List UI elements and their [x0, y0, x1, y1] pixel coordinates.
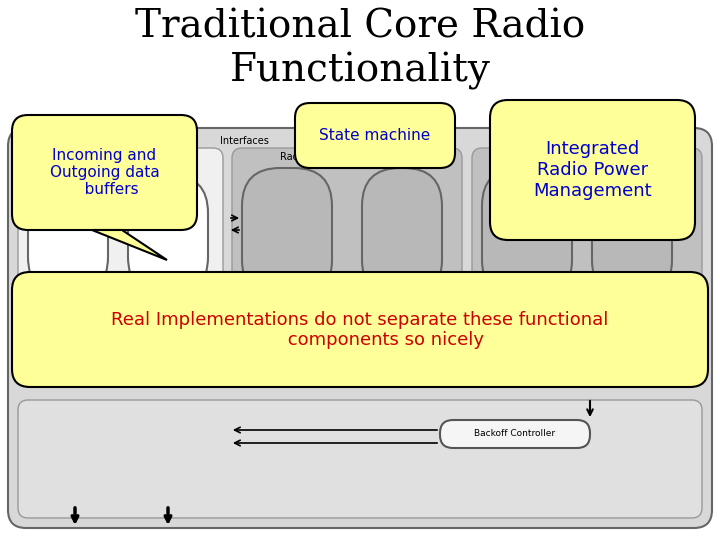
- Text: Integrated
Radio Power
Management: Integrated Radio Power Management: [534, 140, 652, 200]
- FancyBboxPatch shape: [242, 168, 332, 298]
- FancyBboxPatch shape: [232, 148, 462, 323]
- FancyBboxPatch shape: [12, 115, 197, 230]
- FancyBboxPatch shape: [18, 148, 223, 323]
- FancyBboxPatch shape: [18, 400, 702, 518]
- Text: Interfaces: Interfaces: [220, 136, 269, 146]
- FancyBboxPatch shape: [592, 168, 672, 298]
- FancyBboxPatch shape: [472, 148, 702, 323]
- FancyBboxPatch shape: [482, 168, 572, 298]
- Text: Traditional Core Radio: Traditional Core Radio: [135, 8, 585, 45]
- FancyBboxPatch shape: [128, 175, 208, 295]
- FancyBboxPatch shape: [12, 272, 708, 387]
- FancyBboxPatch shape: [490, 100, 695, 240]
- Text: Functionality: Functionality: [230, 52, 490, 90]
- Text: Incoming and
Outgoing data
   buffers: Incoming and Outgoing data buffers: [50, 147, 159, 198]
- Text: Radio: Radio: [280, 152, 307, 162]
- FancyBboxPatch shape: [295, 103, 455, 168]
- Text: Real Implementations do not separate these functional
         components so nic: Real Implementations do not separate the…: [112, 310, 608, 349]
- FancyBboxPatch shape: [362, 168, 442, 298]
- FancyBboxPatch shape: [440, 420, 590, 448]
- FancyBboxPatch shape: [8, 128, 712, 528]
- FancyBboxPatch shape: [28, 175, 108, 295]
- Text: State machine: State machine: [320, 128, 431, 143]
- Text: Backoff Controller: Backoff Controller: [474, 429, 556, 438]
- Polygon shape: [92, 230, 167, 260]
